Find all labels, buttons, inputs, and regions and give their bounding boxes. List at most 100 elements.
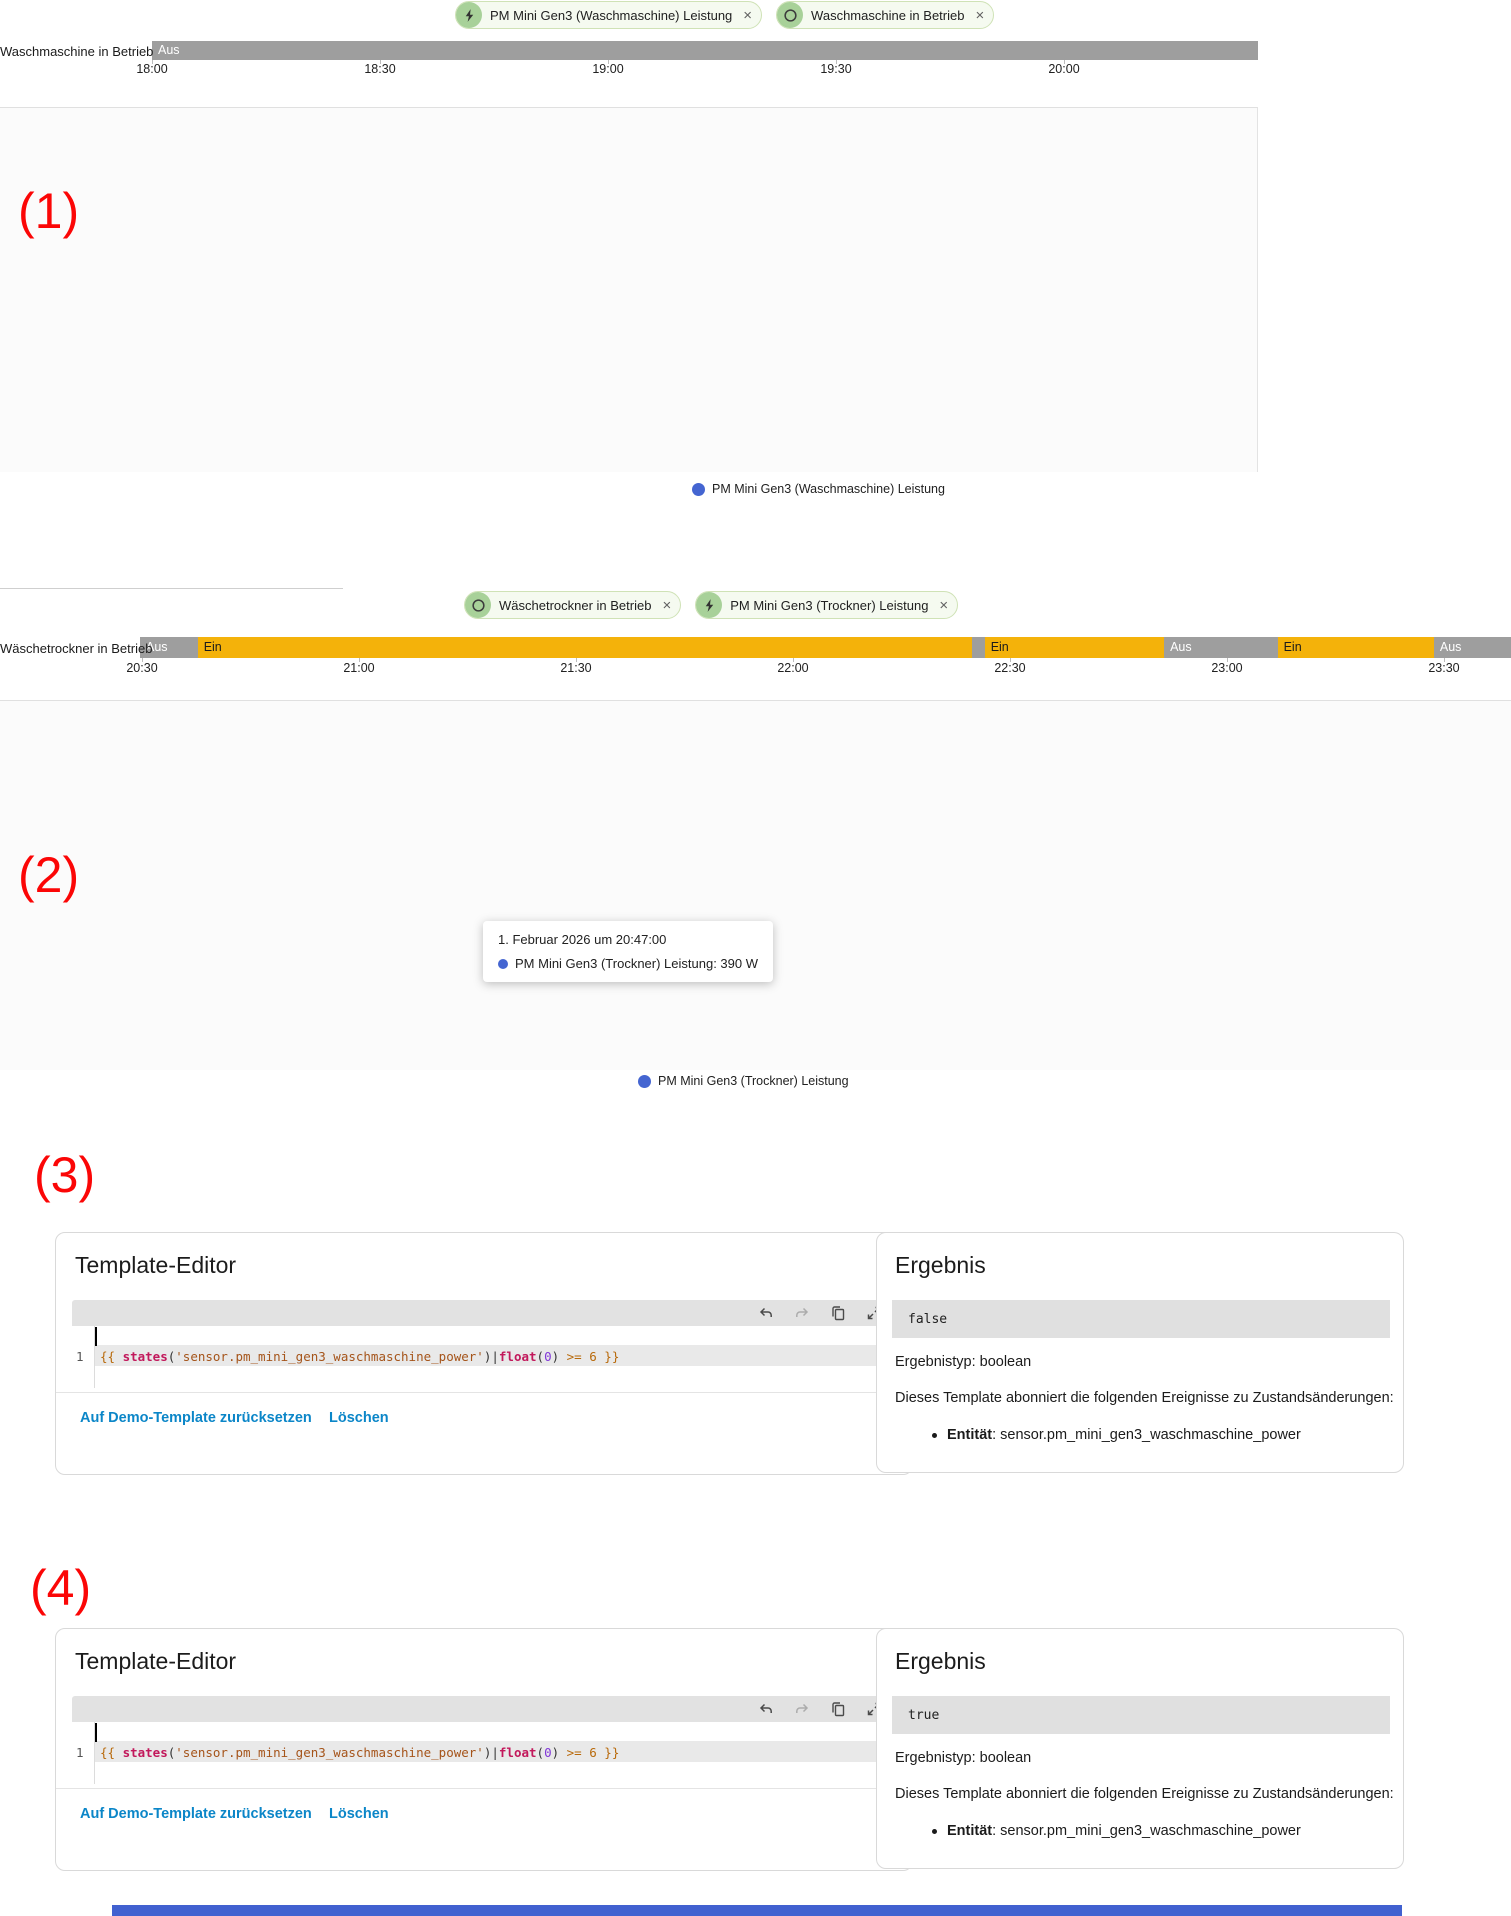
code-token: ( xyxy=(536,1349,545,1364)
code-token: }} xyxy=(596,1349,620,1364)
bullet-dot xyxy=(932,1432,937,1438)
history-chart-panel-trockner[interactable] xyxy=(0,700,1511,1070)
entity-label: Entität xyxy=(947,1823,993,1839)
chip-label: Wäschetrockner in Betrieb xyxy=(499,597,652,613)
time-tick-mark xyxy=(836,60,837,64)
undo-icon[interactable] xyxy=(758,1701,774,1717)
chart-tooltip: 1. Februar 2026 um 20:47:00 PM Mini Gen3… xyxy=(483,921,773,982)
active-line-highlight xyxy=(95,1345,896,1366)
code-token: float xyxy=(498,1349,537,1364)
code-token: 'sensor.pm_mini_gen3_waschmaschine_power… xyxy=(175,1349,484,1364)
timeline-segment-ein[interactable]: Ein xyxy=(1277,637,1434,658)
timeline-segment-aus[interactable] xyxy=(971,637,985,658)
line-number: 1 xyxy=(76,1745,84,1760)
template-code-input[interactable]: {{ states('sensor.pm_mini_gen3_waschmasc… xyxy=(100,1349,619,1364)
reset-demo-template-button[interactable]: Auf Demo-Template zurücksetzen xyxy=(80,1806,312,1822)
annotation-3: (3) xyxy=(34,1147,96,1203)
copy-icon[interactable] xyxy=(830,1305,846,1321)
code-token: states xyxy=(122,1745,168,1760)
undo-icon[interactable] xyxy=(758,1305,774,1321)
flash-icon xyxy=(456,2,482,28)
time-tick-label: 20:30 xyxy=(126,661,158,675)
code-token: float xyxy=(498,1745,537,1760)
timeline-segment-aus[interactable]: Aus xyxy=(140,637,198,658)
redo-icon[interactable] xyxy=(794,1701,810,1717)
reset-demo-template-button[interactable]: Auf Demo-Template zurücksetzen xyxy=(80,1410,312,1426)
copy-icon[interactable] xyxy=(830,1701,846,1717)
delete-button[interactable]: Löschen xyxy=(329,1806,389,1822)
entity-bullet: Entität: sensor.pm_mini_gen3_waschmaschi… xyxy=(932,1427,1301,1443)
text-cursor xyxy=(95,1327,97,1346)
close-icon[interactable]: × xyxy=(975,6,985,24)
line-number: 1 xyxy=(76,1349,84,1364)
chip-label: PM Mini Gen3 (Waschmaschine) Leistung xyxy=(490,7,733,23)
result-subscribe-line: Dieses Template abonniert die folgenden … xyxy=(895,1390,1394,1406)
timeline-segment-ein[interactable]: Ein xyxy=(197,637,972,658)
tooltip-series-dot xyxy=(498,958,508,969)
code-token: ( xyxy=(167,1349,176,1364)
timeline-segment-aus[interactable]: Aus xyxy=(152,41,1258,60)
timeline-entity-label-2: Wäschetrockner in Betrieb xyxy=(0,641,153,656)
entity-value: : sensor.pm_mini_gen3_waschmaschine_powe… xyxy=(992,1427,1301,1443)
history-chart-panel-waschmaschine[interactable] xyxy=(0,107,1258,472)
time-tick-mark xyxy=(1009,658,1011,662)
chip-waeschetrockner-in-betrieb[interactable]: Wäschetrockner in Betrieb × xyxy=(464,591,682,619)
card-title: Ergebnis xyxy=(895,1252,986,1278)
time-tick-label: 23:30 xyxy=(1428,661,1460,675)
code-editor-toolbar-2 xyxy=(72,1696,896,1722)
chart-legend-2[interactable]: PM Mini Gen3 (Trockner) Leistung xyxy=(638,1074,849,1088)
redo-icon[interactable] xyxy=(794,1305,810,1321)
code-token: }} xyxy=(596,1745,620,1760)
flash-icon xyxy=(696,592,723,618)
entity-chips-row-1: PM Mini Gen3 (Waschmaschine) Leistung × … xyxy=(455,1,995,29)
legend-label: PM Mini Gen3 (Trockner) Leistung xyxy=(658,1074,849,1088)
legend-dot xyxy=(692,482,705,496)
time-tick-mark xyxy=(1443,658,1445,662)
card-title: Template-Editor xyxy=(75,1252,237,1278)
timeline-segment-aus[interactable]: Aus xyxy=(1164,637,1278,658)
card-divider xyxy=(56,1788,912,1789)
close-icon[interactable]: × xyxy=(662,596,672,614)
code-token: ) xyxy=(551,1349,560,1364)
tooltip-value: PM Mini Gen3 (Trockner) Leistung: 390 W xyxy=(515,956,758,971)
time-tick-mark xyxy=(142,658,143,662)
time-tick-label: 19:00 xyxy=(592,62,624,76)
chip-waschmaschine-leistung[interactable]: PM Mini Gen3 (Waschmaschine) Leistung × xyxy=(455,1,763,29)
legend-label: PM Mini Gen3 (Waschmaschine) Leistung xyxy=(712,482,945,496)
result-type-line: Ergebnistyp: boolean xyxy=(895,1354,1032,1370)
entity-bullet: Entität: sensor.pm_mini_gen3_waschmaschi… xyxy=(932,1823,1301,1839)
entity-chips-row-2: Wäschetrockner in Betrieb × PM Mini Gen3… xyxy=(464,591,959,619)
code-token: >= xyxy=(559,1349,590,1364)
code-token: ( xyxy=(167,1745,176,1760)
circle-outline-icon xyxy=(465,592,491,618)
time-tick-mark xyxy=(608,60,609,64)
code-token: >= xyxy=(559,1745,590,1760)
annotation-4: (4) xyxy=(30,1560,92,1616)
code-token: ) xyxy=(551,1745,560,1760)
chart-legend-1[interactable]: PM Mini Gen3 (Waschmaschine) Leistung xyxy=(692,482,945,496)
section-divider xyxy=(0,588,343,589)
bullet-dot xyxy=(932,1828,937,1834)
gutter-border xyxy=(94,1722,95,1784)
time-tick-mark xyxy=(152,60,153,64)
chip-trockner-leistung[interactable]: PM Mini Gen3 (Trockner) Leistung × xyxy=(695,591,959,619)
delete-button[interactable]: Löschen xyxy=(329,1410,389,1426)
close-icon[interactable]: × xyxy=(939,596,949,614)
timeline-segment-ein[interactable]: Ein xyxy=(984,637,1165,658)
close-icon[interactable]: × xyxy=(743,6,753,24)
result-type-line: Ergebnistyp: boolean xyxy=(895,1750,1032,1766)
chip-waschmaschine-in-betrieb[interactable]: Waschmaschine in Betrieb × xyxy=(776,1,995,29)
time-tick-label: 22:00 xyxy=(777,661,809,675)
time-tick-mark xyxy=(380,60,381,64)
timeline-segment-aus[interactable]: Aus xyxy=(1433,637,1511,658)
time-tick-label: 23:00 xyxy=(1211,661,1243,675)
template-code-input[interactable]: {{ states('sensor.pm_mini_gen3_waschmasc… xyxy=(100,1745,619,1760)
time-tick-mark xyxy=(575,658,577,662)
time-tick-mark xyxy=(792,658,794,662)
code-token: 0 xyxy=(544,1745,552,1760)
annotation-1: (1) xyxy=(18,183,80,239)
result-value: true xyxy=(908,1707,940,1723)
active-line-highlight xyxy=(95,1741,896,1762)
time-tick-label: 22:30 xyxy=(994,661,1026,675)
code-token: ( xyxy=(536,1745,545,1760)
